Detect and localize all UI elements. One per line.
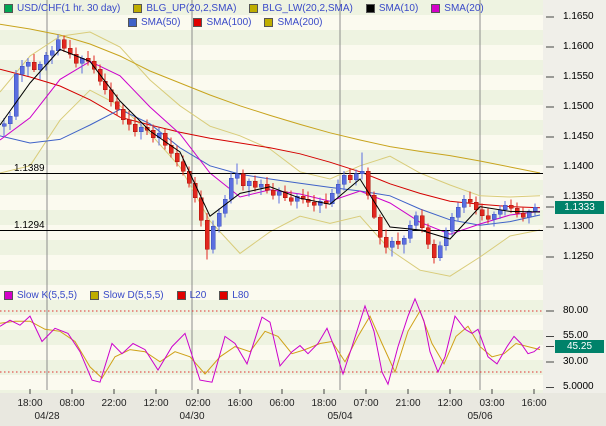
slow-k-color-swatch (4, 290, 13, 300)
sma50-color-swatch (128, 17, 137, 27)
legend-label: USD/CHF(1 hr. 30 day) (17, 2, 121, 14)
legend-item-l20[interactable]: L20 (176, 289, 207, 301)
sma100-color-swatch (193, 17, 203, 27)
legend-label: SMA(20) (444, 2, 484, 14)
legend-label: SMA(200) (277, 16, 323, 28)
legend-item-slow-k[interactable]: Slow K(5,5,5) (4, 290, 77, 301)
stoch-Slow D(5,5,5) (0, 309, 541, 379)
overlay-SMA(10) (0, 48, 541, 240)
time-tick-label: 02:00 (185, 398, 211, 409)
stochastic-panel (0, 297, 543, 386)
legend-label: SMA(50) (141, 16, 181, 28)
legend-item-sma50[interactable]: SMA(50) (128, 17, 180, 28)
date-label: 05/06 (467, 411, 493, 422)
time-tick-label: 12:00 (143, 398, 169, 409)
overlay-BLG_LW(20,2,SMA) (0, 89, 541, 277)
stoch-value-badge: 45.25 (555, 340, 604, 354)
price-tick-label: 1.1300 (563, 221, 594, 232)
candlesticks (1, 34, 538, 264)
sma200-color-swatch (264, 17, 274, 27)
price-tick-label: 1.1500 (563, 101, 594, 112)
date-label: 04/30 (179, 411, 205, 422)
sma20-color-swatch (431, 3, 441, 13)
legend-label: SMA(10) (378, 2, 419, 14)
legend-item-blg-lw[interactable]: BLG_LW(20,2,SMA) (249, 2, 353, 14)
time-tick-label: 22:00 (101, 398, 127, 409)
time-tick-label: 16:00 (227, 398, 253, 409)
time-tick-label: 18:00 (311, 398, 337, 409)
sma10-line (0, 48, 541, 240)
stoch-legend-row: Slow K(5,5,5) Slow D(5,5,5) L20 L80 (4, 289, 262, 301)
overlay-BLG_UP(20,2,SMA) (0, 31, 541, 198)
symbol-color-swatch (4, 3, 13, 13)
time-tick-label: 08:00 (59, 398, 85, 409)
time-tick-label: 12:00 (437, 398, 463, 409)
legend-item-blg-up[interactable]: BLG_UP(20,2,SMA) (133, 3, 236, 14)
slow-d-color-swatch (90, 290, 100, 300)
stoch-tick-label: 55.00 (563, 330, 589, 342)
time-tick-label: 07:00 (353, 398, 379, 409)
legend-label: BLG_LW(20,2,SMA) (262, 2, 353, 14)
legend-item-sma20[interactable]: SMA(20) (431, 2, 484, 14)
legend-label: Slow D(5,5,5) (103, 289, 164, 301)
time-tick-label: 06:00 (269, 398, 295, 409)
legend-item-slow-d[interactable]: Slow D(5,5,5) (90, 290, 164, 301)
price-tick-label: 1.1600 (563, 41, 594, 52)
main-legend-row1: USD/CHF(1 hr. 30 day) BLG_UP(20,2,SMA) B… (4, 2, 497, 14)
sma10-color-swatch (365, 3, 375, 13)
legend-label: BLG_UP(20,2,SMA) (146, 2, 237, 14)
stoch-tick-label: 30.00 (563, 355, 589, 367)
moving-averages (0, 23, 541, 277)
date-label: 05/04 (327, 411, 353, 422)
legend-label: SMA(100) (206, 16, 252, 28)
stoch-tick-label: 5.0000 (563, 381, 594, 393)
legend-item-l80[interactable]: L80 (219, 290, 249, 301)
axis-ticks (29, 16, 554, 394)
blg-lw-color-swatch (249, 3, 259, 13)
stoch-Slow K(5,5,5) (0, 297, 541, 386)
price-tick-label: 1.1250 (563, 251, 594, 262)
last-price-badge: 1.1333 (555, 201, 604, 215)
overlay-SMA(200) (0, 23, 541, 174)
stoch-tick-label: 80.00 (563, 305, 589, 316)
l20-color-swatch (176, 290, 186, 300)
price-tick-label: 1.1550 (563, 71, 594, 82)
legend-label: Slow K(5,5,5) (17, 289, 78, 301)
time-tick-label: 16:00 (521, 398, 547, 409)
price-tick-label: 1.1450 (563, 131, 594, 142)
price-tick-label: 1.1400 (563, 161, 594, 172)
time-tick-label: 03:00 (479, 398, 505, 409)
main-legend-row2: SMA(50) SMA(100) SMA(200) (128, 16, 335, 28)
legend-item-symbol[interactable]: USD/CHF(1 hr. 30 day) (4, 3, 120, 14)
blg-up-color-swatch (133, 3, 143, 13)
date-label: 04/28 (34, 411, 60, 422)
support-line-label[interactable]: 1.1294 (14, 219, 45, 231)
time-tick-label: 18:00 (17, 398, 43, 409)
legend-item-sma100[interactable]: SMA(100) (193, 17, 251, 28)
legend-label: L20 (189, 289, 207, 301)
l80-color-swatch (219, 290, 229, 300)
price-tick-label: 1.1650 (563, 11, 594, 22)
resistance-line-label[interactable]: 1.1389 (14, 162, 45, 174)
price-tick-label: 1.1350 (563, 191, 594, 202)
legend-label: L80 (232, 289, 249, 301)
overlay-SMA(100) (0, 68, 541, 209)
legend-item-sma200[interactable]: SMA(200) (264, 17, 322, 28)
time-tick-label: 21:00 (395, 398, 421, 409)
vertical-gridlines (46, 0, 481, 390)
legend-item-sma10[interactable]: SMA(10) (365, 2, 419, 14)
